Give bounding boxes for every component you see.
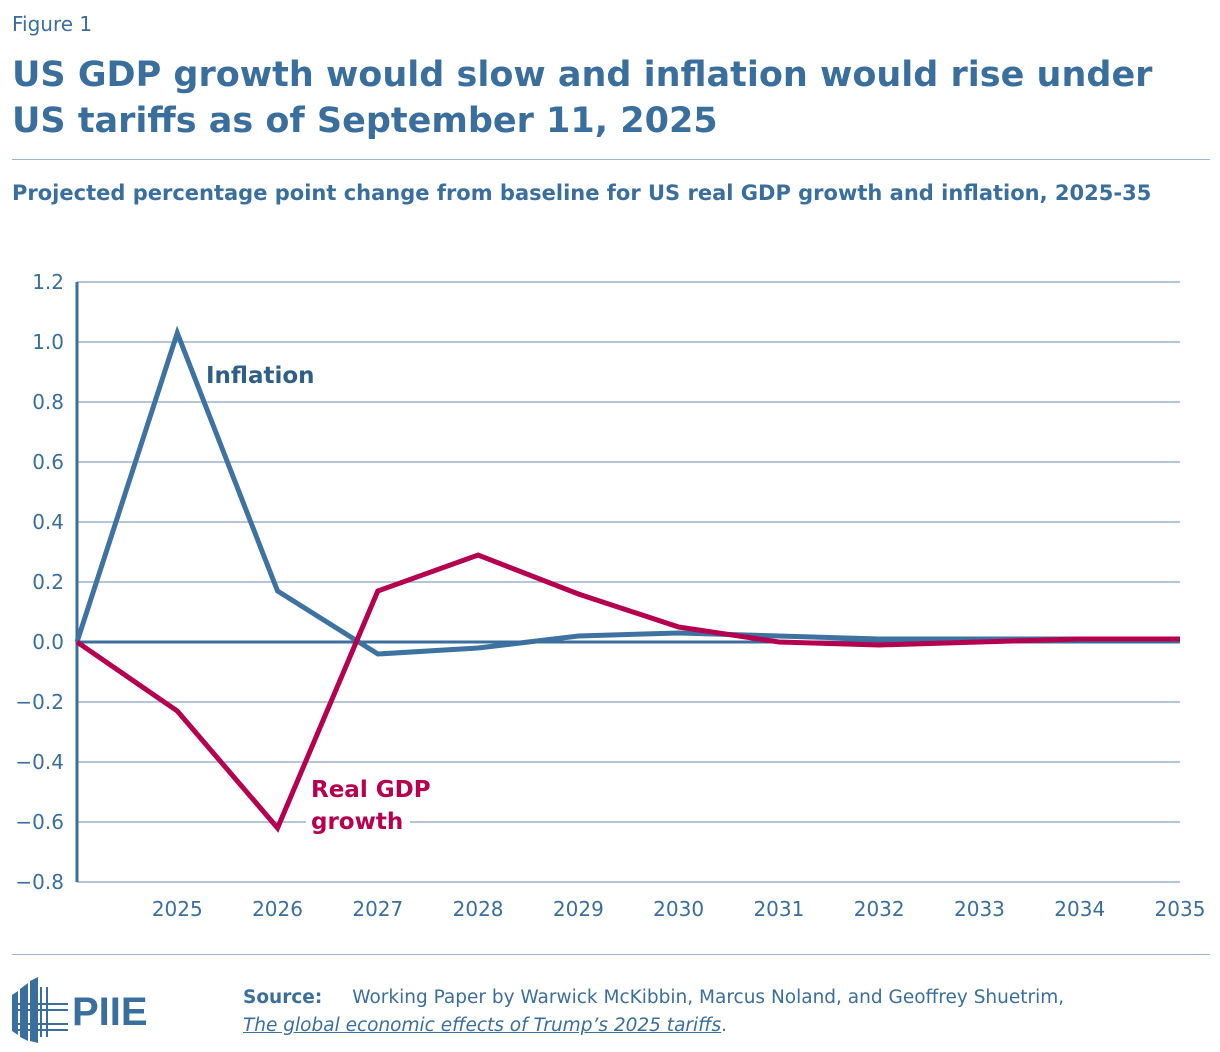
x-tick-label: 2034 xyxy=(1054,897,1105,921)
divider xyxy=(12,954,1210,955)
x-tick-label: 2030 xyxy=(653,897,704,921)
gdp-series-label: Real GDP xyxy=(311,777,431,803)
y-tick-label: 0.0 xyxy=(32,630,64,654)
label-background xyxy=(306,773,410,803)
y-tick-label: −0.6 xyxy=(15,810,64,834)
divider xyxy=(12,159,1210,160)
y-tick-label: 0.4 xyxy=(32,510,64,534)
line-chart: 1.2 1.0 0.8 0.6 0.4 0.2 0.0 −0.2 −0.4 −0.6 −0.8 202… xyxy=(15,270,1206,921)
source-end: . xyxy=(721,1015,728,1036)
source-label: Source: xyxy=(243,987,323,1008)
y-tick-label: 0.6 xyxy=(32,450,64,474)
y-tick-label: −0.8 xyxy=(15,870,64,894)
y-tick-label: 1.2 xyxy=(32,270,64,294)
y-tick-label: 1.0 xyxy=(32,330,64,354)
source-link[interactable]: The global economic effects of Trump’s 2… xyxy=(243,1015,722,1036)
y-tick-label: −0.4 xyxy=(15,750,64,774)
x-tick-label: 2033 xyxy=(954,897,1005,921)
x-tick-label: 2029 xyxy=(553,897,604,921)
svg-text:PIIE: PIIE xyxy=(72,990,148,1034)
gdp-series-label: growth xyxy=(311,809,403,835)
x-tick-label: 2032 xyxy=(854,897,905,921)
x-tick-label: 2031 xyxy=(753,897,804,921)
series-line-gdp xyxy=(75,552,1180,833)
x-tick-label: 2025 xyxy=(152,897,203,921)
source-note: Source: Working Paper by Warwick McKibbin… xyxy=(243,984,1064,1040)
label-background xyxy=(306,805,410,835)
y-tick-label: 0.8 xyxy=(32,390,64,414)
x-tick-label: 2028 xyxy=(453,897,504,921)
chart-subtitle: Projected percentage point change from b… xyxy=(12,181,1152,205)
x-tick-label: 2035 xyxy=(1155,897,1206,921)
y-tick-label: 0.2 xyxy=(32,570,64,594)
x-tick-label: 2027 xyxy=(352,897,403,921)
source-text: Working Paper by Warwick McKibbin, Marcu… xyxy=(352,987,1065,1008)
x-tick-label: 2026 xyxy=(252,897,303,921)
y-tick-label: −0.2 xyxy=(15,690,64,714)
figure-label: Figure 1 xyxy=(12,12,93,36)
inflation-series-label: Inflation xyxy=(206,363,315,389)
piie-logo: PIIE xyxy=(10,975,170,1049)
chart-title: US GDP growth would slow and inflation w… xyxy=(12,55,1153,141)
